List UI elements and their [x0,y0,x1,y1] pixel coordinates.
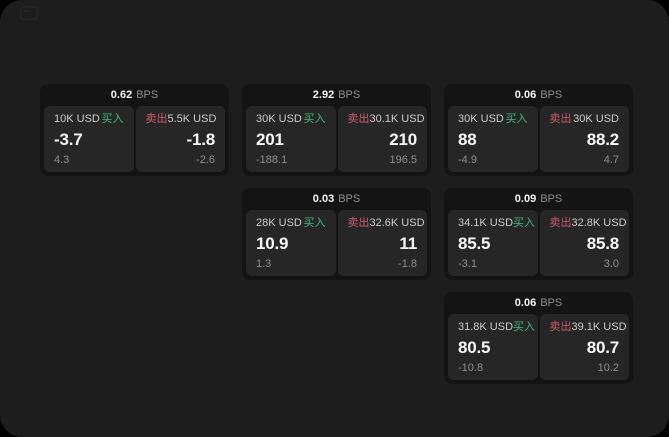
sell-value: 80.7 [586,338,619,357]
bps-unit-label: BPS [136,89,159,101]
sell-label: 卖出 [145,113,168,125]
quote-card-3: 0.06 BPS 30K USD 买入 88 -4.9 卖出 30K USD [444,84,633,176]
quote-card-2: 2.92 BPS 30K USD 买入 201 -188.1 卖出 30.1K … [242,84,431,176]
card-header: 0.06 BPS [444,292,633,314]
buy-label: 买入 [101,113,124,125]
sell-value: 210 [389,130,417,149]
buy-sub-value: 1.3 [256,258,272,270]
buy-panel[interactable]: 28K USD 买入 10.9 1.3 [246,210,336,276]
sell-panel[interactable]: 卖出 30K USD 88.2 4.7 [539,106,629,172]
sell-amount: 30K USD [573,113,619,125]
sell-panel[interactable]: 卖出 30.1K USD 210 196.5 [337,106,427,172]
bps-value: 0.09 [514,193,537,205]
buy-amount: 10K USD [54,113,100,125]
buy-sub-value: -10.8 [458,362,484,374]
sell-panel[interactable]: 卖出 5.5K USD -1.8 -2.6 [135,106,225,172]
sell-value: -1.8 [186,130,216,149]
bps-value: 0.03 [312,193,335,205]
sell-panel[interactable]: 卖出 32.6K USD 11 -1.8 [337,210,427,276]
buy-sub-value: -3.1 [458,258,477,270]
bps-value: 0.06 [514,297,537,309]
panels: 28K USD 买入 10.9 1.3 卖出 32.6K USD 11 -1.8 [242,210,431,280]
buy-label: 买入 [513,217,536,229]
sell-label: 卖出 [549,321,572,333]
buy-value: 10.9 [256,234,289,253]
quote-card-5: 0.09 BPS 34.1K USD 买入 85.5 -3.1 卖出 32.8K… [444,188,633,280]
sell-panel[interactable]: 卖出 39.1K USD 80.7 10.2 [539,314,629,380]
buy-value: 201 [256,130,284,149]
card-header: 0.03 BPS [242,188,431,210]
bps-unit-label: BPS [540,193,563,205]
buy-panel[interactable]: 34.1K USD 买入 85.5 -3.1 [448,210,538,276]
sell-sub-value: 10.2 [597,362,619,374]
bps-value: 2.92 [312,89,335,101]
card-header: 2.92 BPS [242,84,431,106]
quote-card-1: 0.62 BPS 10K USD 买入 -3.7 4.3 卖出 5.5K USD [40,84,229,176]
buy-value: -3.7 [54,130,83,149]
sell-sub-value: 3.0 [603,258,619,270]
panels: 34.1K USD 买入 85.5 -3.1 卖出 32.8K USD 85.8… [444,210,633,280]
sell-amount: 32.8K USD [571,217,627,229]
bps-value: 0.62 [110,89,133,101]
sell-label: 卖出 [549,113,572,125]
buy-panel[interactable]: 10K USD 买入 -3.7 4.3 [44,106,134,172]
panels: 10K USD 买入 -3.7 4.3 卖出 5.5K USD -1.8 -2.… [40,106,229,176]
buy-label: 买入 [505,113,528,125]
sell-amount: 39.1K USD [571,321,627,333]
buy-sub-value: 4.3 [54,154,70,166]
card-header: 0.62 BPS [40,84,229,106]
buy-sub-value: -4.9 [458,154,477,166]
buy-panel[interactable]: 30K USD 买入 88 -4.9 [448,106,538,172]
panels: 30K USD 买入 201 -188.1 卖出 30.1K USD 210 1… [242,106,431,176]
panels: 30K USD 买入 88 -4.9 卖出 30K USD 88.2 4.7 [444,106,633,176]
buy-value: 80.5 [458,338,491,357]
bps-unit-label: BPS [338,193,361,205]
buy-panel[interactable]: 30K USD 买入 201 -188.1 [246,106,336,172]
quote-card-4: 0.03 BPS 28K USD 买入 10.9 1.3 卖出 32.6K US… [242,188,431,280]
buy-label: 买入 [303,113,326,125]
buy-sub-value: -188.1 [256,154,288,166]
buy-panel[interactable]: 31.8K USD 买入 80.5 -10.8 [448,314,538,380]
app-menu-icon[interactable] [20,6,38,20]
bps-unit-label: BPS [338,89,361,101]
sell-sub-value: 196.5 [389,154,417,166]
sell-amount: 5.5K USD [167,113,217,125]
sell-amount: 30.1K USD [369,113,425,125]
buy-value: 88 [458,130,477,149]
buy-value: 85.5 [458,234,491,253]
card-header: 0.09 BPS [444,188,633,210]
buy-amount: 30K USD [458,113,504,125]
sell-value: 88.2 [586,130,619,149]
buy-label: 买入 [303,217,326,229]
sell-value: 11 [399,234,417,253]
sell-sub-value: -1.8 [398,258,417,270]
buy-amount: 28K USD [256,217,302,229]
sell-label: 卖出 [549,217,572,229]
sell-label: 卖出 [347,113,370,125]
sell-amount: 32.6K USD [369,217,425,229]
sell-panel[interactable]: 卖出 32.8K USD 85.8 3.0 [539,210,629,276]
buy-amount: 31.8K USD [458,321,514,333]
sell-value: 85.8 [586,234,619,253]
cards-grid: 0.62 BPS 10K USD 买入 -3.7 4.3 卖出 5.5K USD [40,84,633,384]
quote-card-6: 0.06 BPS 31.8K USD 买入 80.5 -10.8 卖出 39.1… [444,292,633,384]
buy-label: 买入 [513,321,536,333]
sell-sub-value: -2.6 [196,154,215,166]
bps-unit-label: BPS [540,297,563,309]
buy-amount: 34.1K USD [458,217,514,229]
panels: 31.8K USD 买入 80.5 -10.8 卖出 39.1K USD 80.… [444,314,633,384]
buy-amount: 30K USD [256,113,302,125]
sell-label: 卖出 [347,217,370,229]
bps-unit-label: BPS [540,89,563,101]
sell-sub-value: 4.7 [603,154,619,166]
card-header: 0.06 BPS [444,84,633,106]
bps-value: 0.06 [514,89,537,101]
